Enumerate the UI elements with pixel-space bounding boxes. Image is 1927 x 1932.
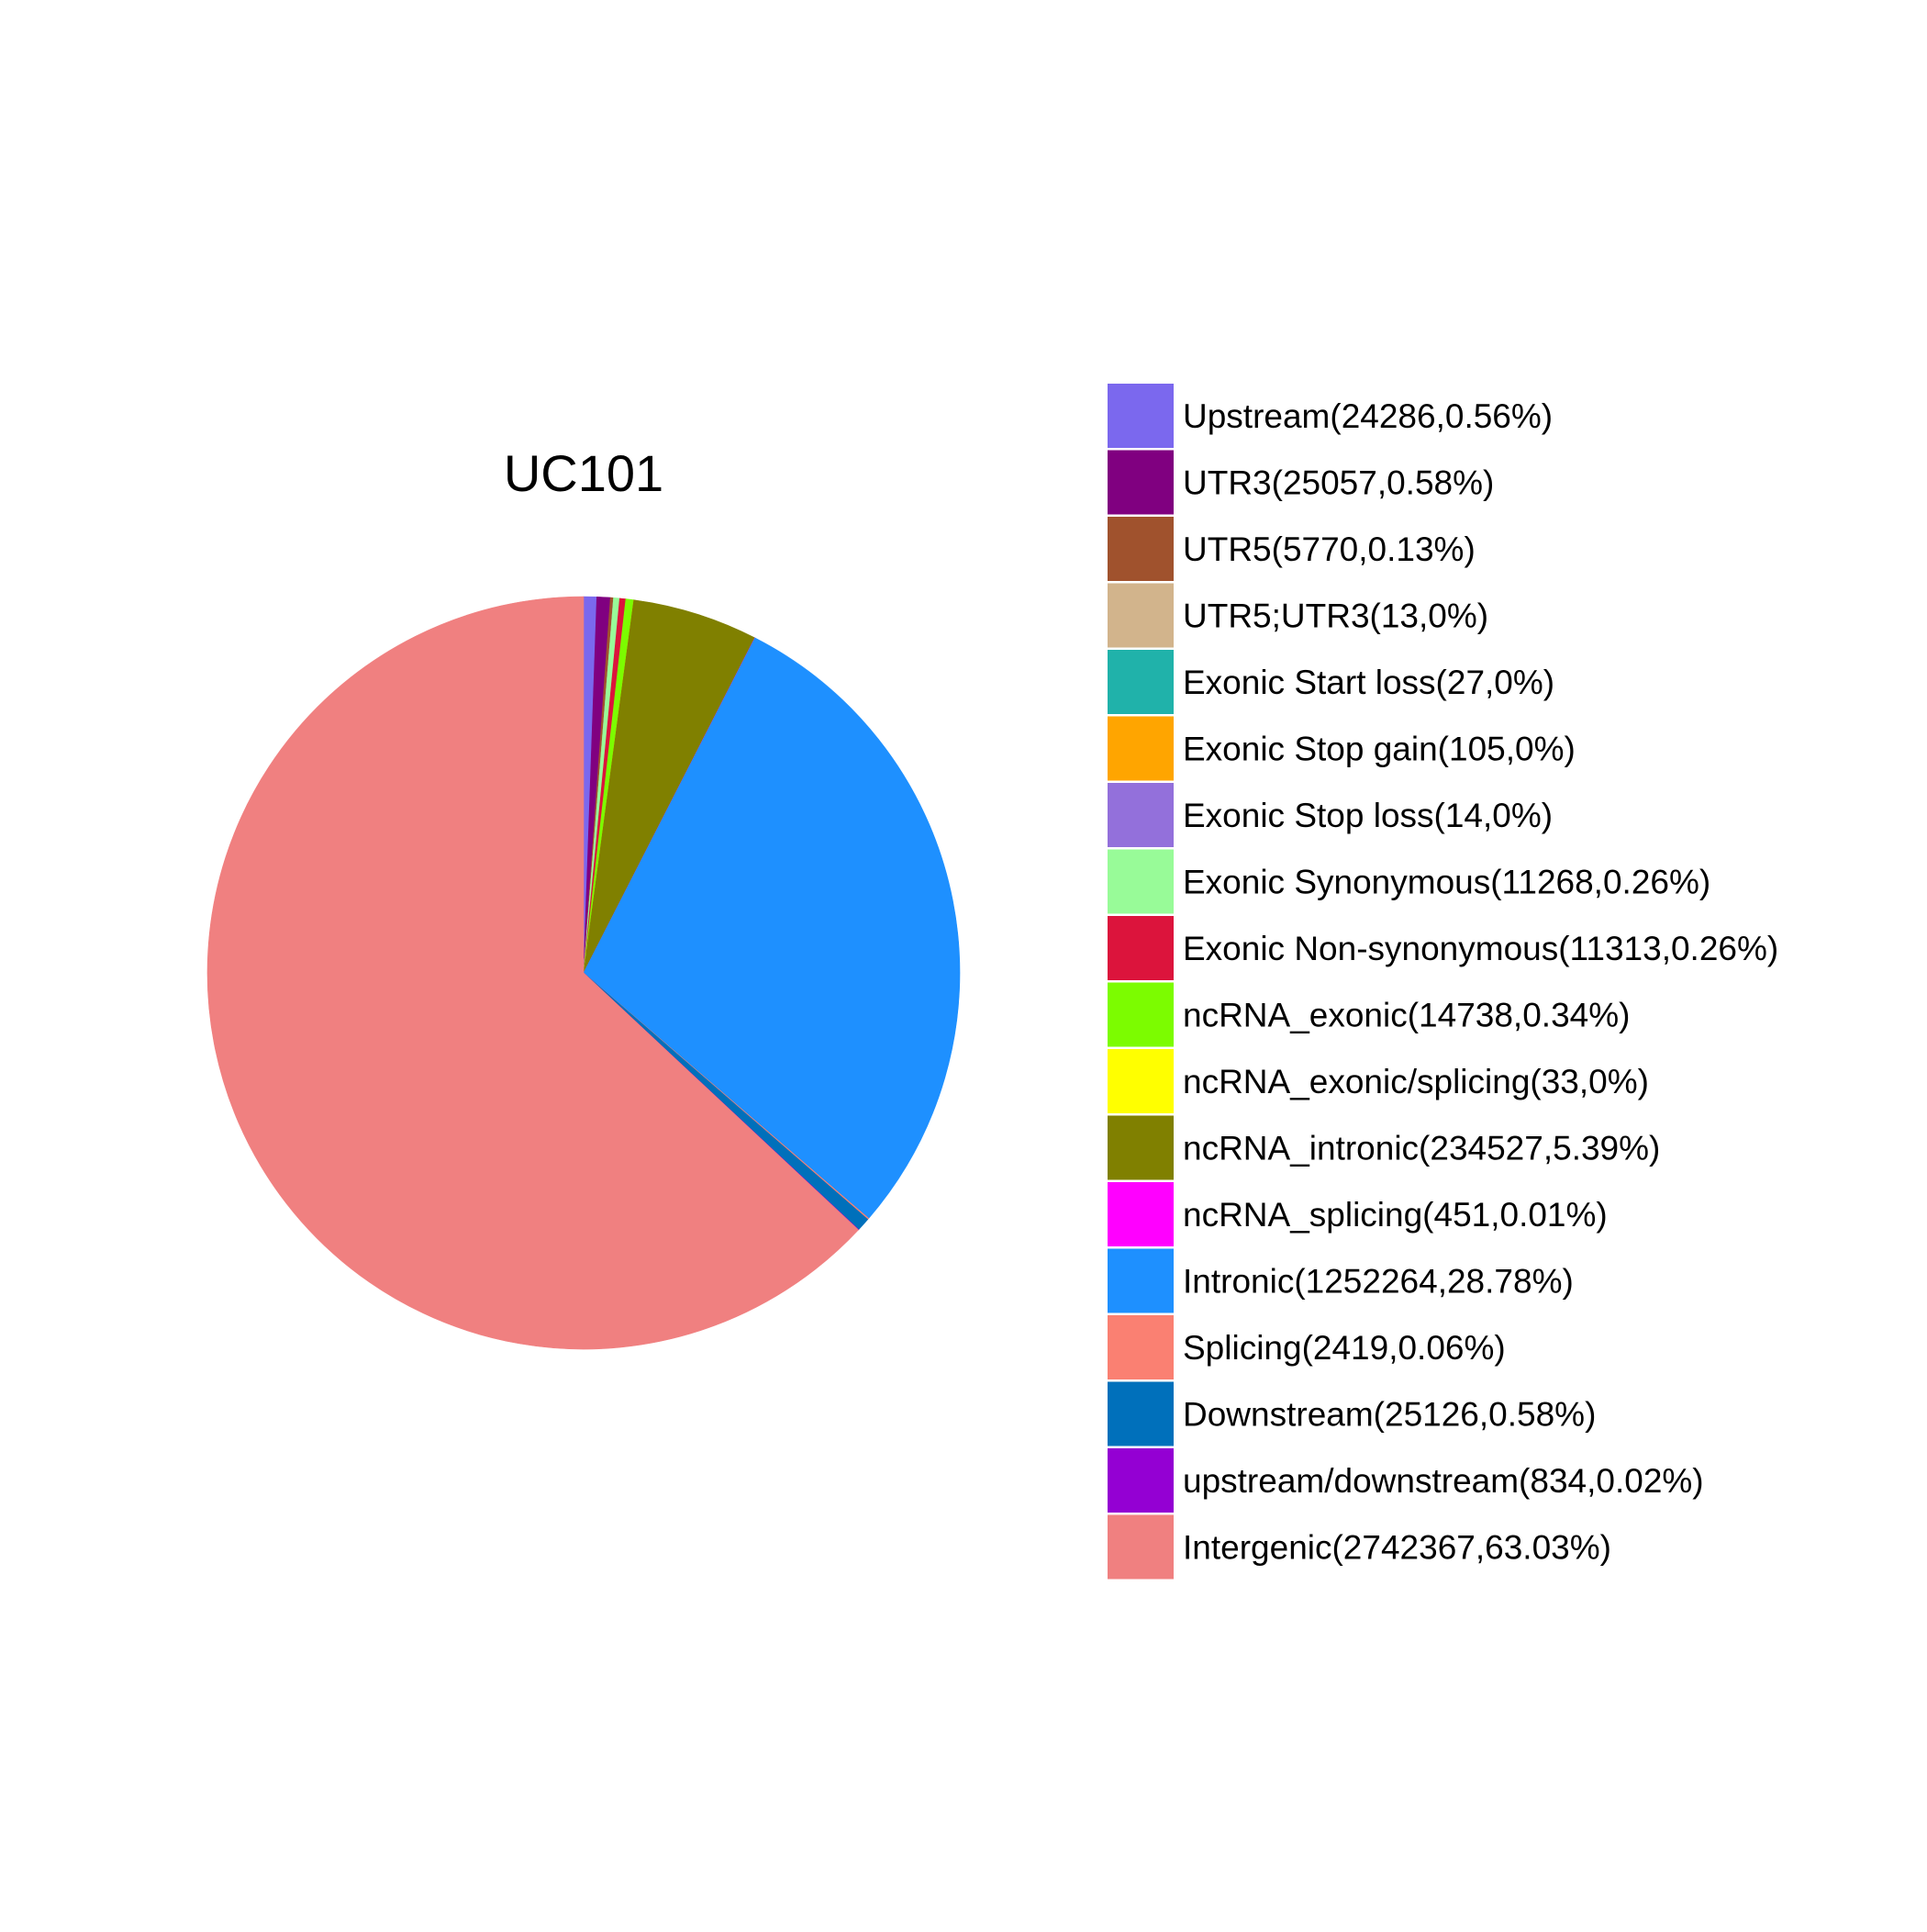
legend-label: Exonic Stop gain(105,0%): [1183, 731, 1576, 768]
legend-swatch: [1108, 1049, 1174, 1113]
legend-label: ncRNA_exonic/splicing(33,0%): [1183, 1063, 1649, 1100]
legend-swatch: [1108, 783, 1174, 847]
legend-label: ncRNA_splicing(451,0.01%): [1183, 1196, 1608, 1234]
legend-swatch: [1108, 1381, 1174, 1446]
legend-label: ncRNA_intronic(234527,5.39%): [1183, 1130, 1660, 1167]
legend-swatch: [1108, 1182, 1174, 1246]
legend-swatch: [1108, 716, 1174, 781]
pie-slice: [206, 596, 859, 1350]
legend-label: Exonic Stop loss(14,0%): [1183, 797, 1553, 834]
legend-swatch: [1108, 517, 1174, 581]
legend-label: UTR5;UTR3(13,0%): [1183, 597, 1488, 635]
legend-label: Downstream(25126,0.58%): [1183, 1396, 1596, 1434]
legend-swatch: [1108, 849, 1174, 914]
legend-swatch: [1108, 916, 1174, 980]
legend-label: Exonic Synonymous(11268,0.26%): [1183, 864, 1710, 901]
legend-label: Exonic Non-synonymous(11313,0.26%): [1183, 930, 1778, 967]
legend-swatch: [1108, 1115, 1174, 1180]
legend-label: UTR5(5770,0.13%): [1183, 530, 1476, 568]
legend-swatch: [1108, 450, 1174, 515]
legend-swatch: [1108, 384, 1174, 448]
pie-slice: [583, 637, 961, 1219]
pie-slice: [583, 599, 755, 974]
legend-label: Exonic Start loss(27,0%): [1183, 664, 1554, 701]
legend-swatch: [1108, 650, 1174, 714]
legend-label: Intronic(1252264,28.78%): [1183, 1263, 1574, 1301]
legend-swatch: [1108, 982, 1174, 1047]
legend-swatch: [1108, 1448, 1174, 1513]
legend-swatch: [1108, 1248, 1174, 1313]
legend-label: Upstream(24286,0.56%): [1183, 397, 1553, 435]
legend-swatch: [1108, 1315, 1174, 1379]
legend-label: upstream/downstream(834,0.02%): [1183, 1462, 1704, 1500]
legend-label: Splicing(2419,0.06%): [1183, 1329, 1506, 1367]
legend-label: UTR3(25057,0.58%): [1183, 464, 1494, 502]
chart-title: UC101: [504, 444, 663, 502]
legend-swatch: [1108, 583, 1174, 648]
legend-label: ncRNA_exonic(14738,0.34%): [1183, 997, 1630, 1034]
legend: Upstream(24286,0.56%) UTR3(25057,0.58%) UT…: [1108, 384, 1778, 1580]
legend-swatch: [1108, 1514, 1174, 1580]
pie-slices: [206, 596, 961, 1350]
legend-label: Intergenic(2742367,63.03%): [1183, 1529, 1611, 1567]
